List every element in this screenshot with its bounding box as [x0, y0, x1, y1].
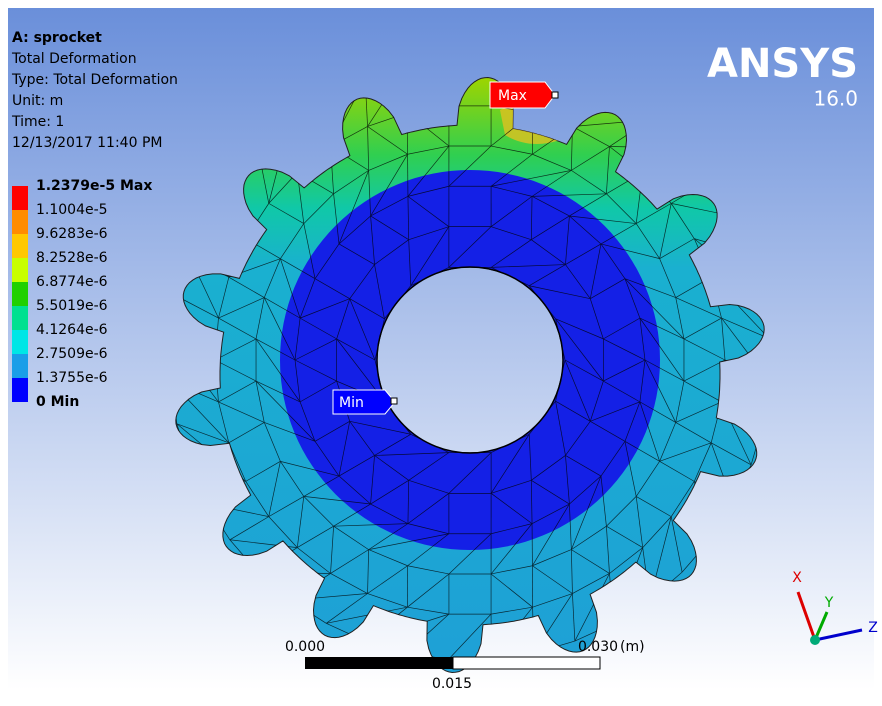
legend-label: 1.3755e-6: [36, 370, 108, 386]
min-probe-label: Min: [339, 395, 364, 411]
triad-z: Z: [868, 620, 878, 636]
legend-label: 2.7509e-6: [36, 346, 108, 362]
scale-right: 0.030: [578, 639, 618, 655]
legend-label: 0 Min: [36, 394, 79, 410]
min-probe: Min: [333, 390, 397, 414]
legend-label: 5.5019e-6: [36, 298, 108, 314]
legend-swatch: [12, 282, 28, 306]
result-info-line: Type: Total Deformation: [11, 72, 178, 88]
viewport: A: sprocket Total Deformation Type: Total…: [0, 0, 882, 702]
result-info-line: Unit: m: [12, 93, 63, 109]
legend-label: 4.1264e-6: [36, 322, 108, 338]
triad-origin: [810, 635, 820, 645]
result-info-line: Time: 1: [11, 114, 64, 130]
legend-swatch: [12, 210, 28, 234]
scale-unit: (m): [620, 639, 645, 655]
legend-swatch: [12, 258, 28, 282]
page: A: sprocket Total Deformation Type: Total…: [0, 0, 882, 706]
legend-label: 1.2379e-5 Max: [36, 178, 152, 194]
legend-label: 9.6283e-6: [36, 226, 108, 242]
legend-swatch: [12, 186, 28, 210]
legend-label: 8.2528e-6: [36, 250, 108, 266]
legend-swatch: [12, 306, 28, 330]
triad-x: X: [792, 570, 802, 586]
scale-middle: 0.015: [432, 676, 472, 692]
result-info-line: 12/13/2017 11:40 PM: [12, 135, 162, 151]
scale-bar-dark: [305, 657, 453, 669]
triad-y: Y: [824, 595, 834, 611]
max-probe-label: Max: [498, 88, 527, 104]
legend-swatch: [12, 234, 28, 258]
max-probe-point: [552, 92, 558, 98]
logo-version: 16.0: [813, 87, 858, 111]
min-probe-point: [391, 398, 397, 404]
scale-left: 0.000: [285, 639, 325, 655]
legend-label: 1.1004e-5: [36, 202, 108, 218]
logo-name: ANSYS: [707, 41, 858, 87]
result-title: A: sprocket: [12, 30, 102, 46]
legend-label: 6.8774e-6: [36, 274, 108, 290]
legend-swatch: [12, 330, 28, 354]
result-info-line: Total Deformation: [11, 51, 137, 67]
scale-bar-light: [453, 657, 600, 669]
legend-swatch: [12, 354, 28, 378]
max-probe: Max: [490, 82, 558, 108]
legend-swatch: [12, 378, 28, 402]
